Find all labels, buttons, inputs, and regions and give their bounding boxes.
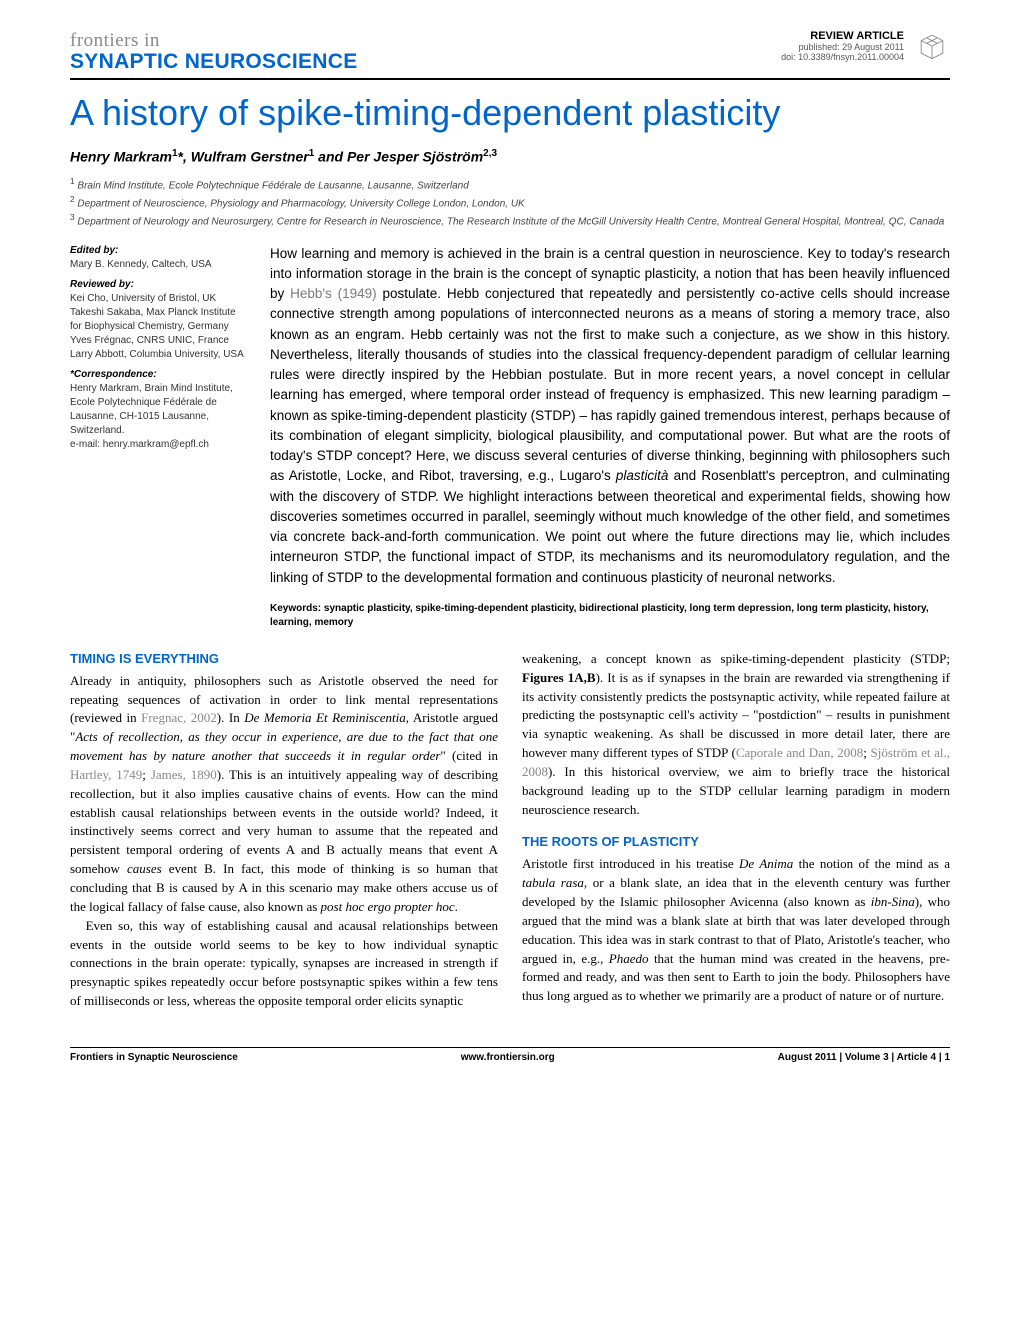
body-paragraph: Already in antiquity, philosophers such … <box>70 672 498 917</box>
affiliation: 1 Brain Mind Institute, Ecole Polytechni… <box>70 175 950 193</box>
article-type: REVIEW ARTICLE <box>781 30 904 42</box>
footer-right: August 2011 | Volume 3 | Article 4 | 1 <box>778 1052 950 1063</box>
reviewer: Takeshi Sakaba, Max Planck Institute for… <box>70 306 250 334</box>
journal-block: frontiers in SYNAPTIC NEUROSCIENCE <box>70 30 358 74</box>
sidebar: Edited by: Mary B. Kennedy, Caltech, USA… <box>70 244 250 630</box>
correspondence-email: e-mail: henry.markram@epfl.ch <box>70 438 250 452</box>
doi: doi: 10.3389/fnsyn.2011.00004 <box>781 52 904 62</box>
cube-logo-icon <box>914 28 950 64</box>
footer-left: Frontiers in Synaptic Neuroscience <box>70 1052 238 1063</box>
published-date: published: 29 August 2011 <box>781 42 904 52</box>
pub-text: REVIEW ARTICLE published: 29 August 2011… <box>781 30 904 62</box>
reviewer: Kei Cho, University of Bristol, UK <box>70 292 250 306</box>
keywords: Keywords: synaptic plasticity, spike-tim… <box>270 602 950 630</box>
body-paragraph: Aristotle first introduced in his treati… <box>522 855 950 1006</box>
reviewer: Yves Frégnac, CNRS UNIC, France <box>70 334 250 348</box>
article-title: A history of spike-timing-dependent plas… <box>70 92 950 134</box>
correspondence-heading: *Correspondence: <box>70 368 250 382</box>
edited-by-heading: Edited by: <box>70 244 250 258</box>
authors: Henry Markram1*, Wulfram Gerstner1 and P… <box>70 148 950 165</box>
section-heading-timing: TIMING IS EVERYTHING <box>70 650 498 669</box>
body-columns: TIMING IS EVERYTHING Already in antiquit… <box>70 650 950 1011</box>
left-column: TIMING IS EVERYTHING Already in antiquit… <box>70 650 498 1011</box>
page: frontiers in SYNAPTIC NEUROSCIENCE REVIE… <box>0 0 1020 1083</box>
footer: Frontiers in Synaptic Neuroscience www.f… <box>70 1047 950 1063</box>
body-paragraph: weakening, a concept known as spike-timi… <box>522 650 950 820</box>
reviewed-by-heading: Reviewed by: <box>70 278 250 292</box>
section-heading-roots: THE ROOTS OF PLASTICITY <box>522 833 950 852</box>
header: frontiers in SYNAPTIC NEUROSCIENCE REVIE… <box>70 30 950 80</box>
correspondence: Henry Markram, Brain Mind Institute, Eco… <box>70 382 250 438</box>
affiliations: 1 Brain Mind Institute, Ecole Polytechni… <box>70 175 950 230</box>
journal-prefix: frontiers in <box>70 30 358 52</box>
right-column: weakening, a concept known as spike-timi… <box>522 650 950 1011</box>
reviewer: Larry Abbott, Columbia University, USA <box>70 348 250 362</box>
footer-center: www.frontiersin.org <box>461 1052 555 1063</box>
meta-row: Edited by: Mary B. Kennedy, Caltech, USA… <box>70 244 950 630</box>
journal-name: SYNAPTIC NEUROSCIENCE <box>70 50 358 74</box>
abstract: How learning and memory is achieved in t… <box>270 244 950 588</box>
publication-info: REVIEW ARTICLE published: 29 August 2011… <box>781 30 950 64</box>
abstract-block: How learning and memory is achieved in t… <box>270 244 950 630</box>
affiliation: 2 Department of Neuroscience, Physiology… <box>70 193 950 211</box>
affiliation: 3 Department of Neurology and Neurosurge… <box>70 211 950 229</box>
body-paragraph: Even so, this way of establishing causal… <box>70 917 498 1011</box>
editor: Mary B. Kennedy, Caltech, USA <box>70 258 250 272</box>
